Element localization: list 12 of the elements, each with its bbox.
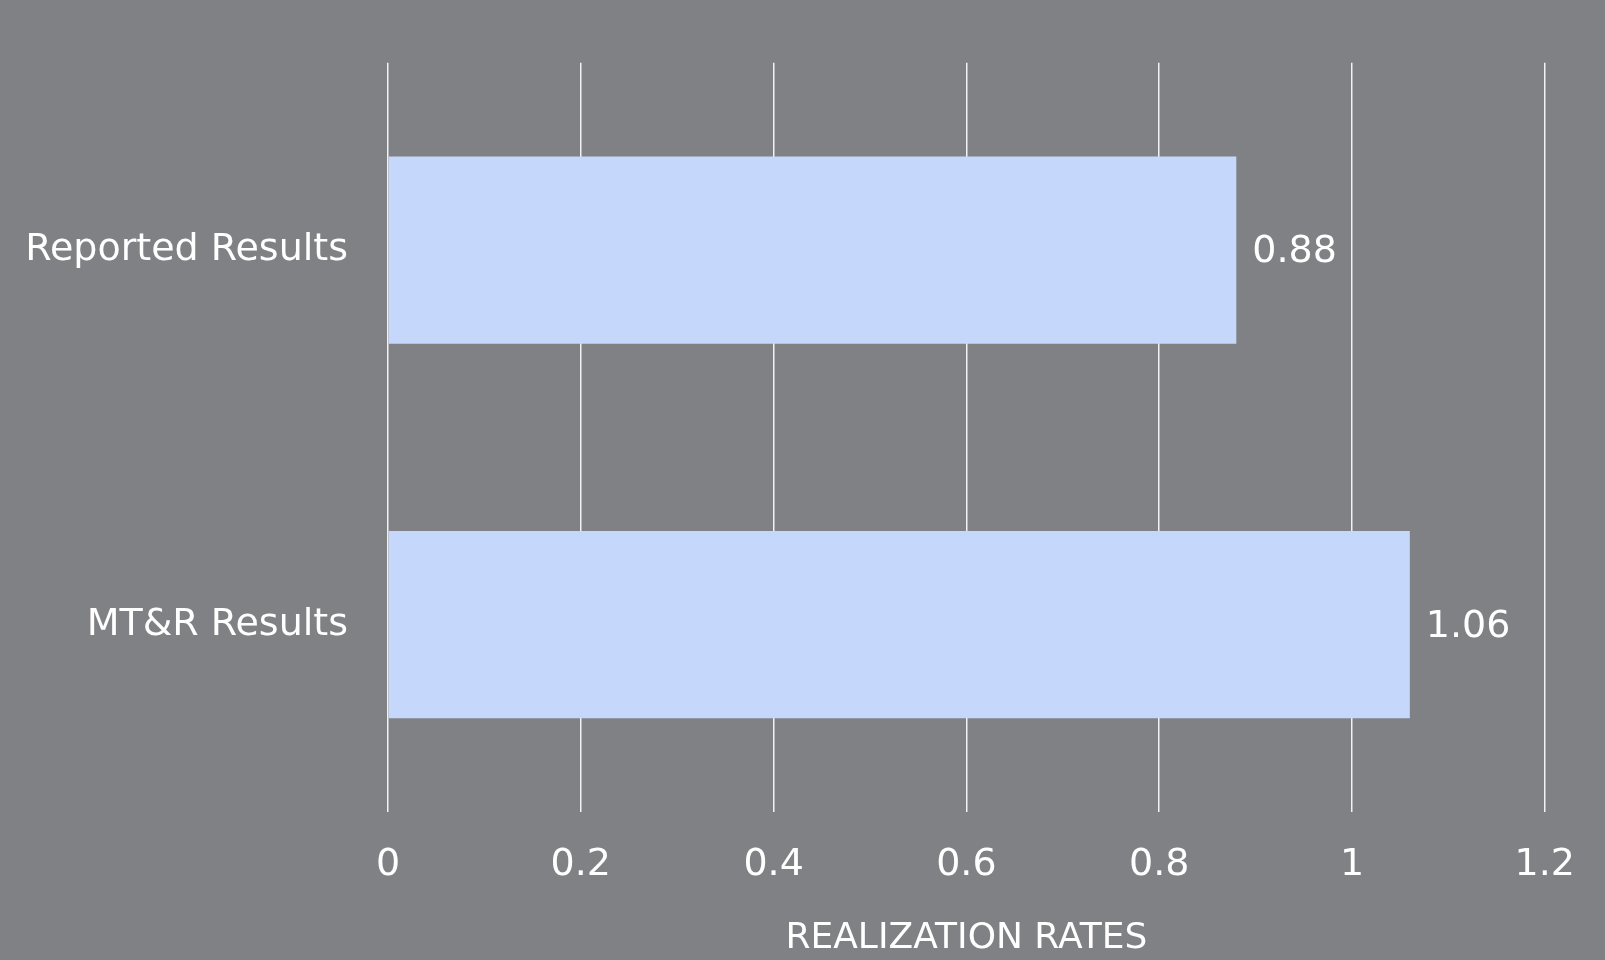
- data-label: 1.06: [1425, 601, 1511, 646]
- x-tick-label: 0.2: [550, 839, 612, 884]
- x-tick-label: 0: [375, 839, 401, 884]
- x-tick-label: 1.2: [1514, 839, 1575, 884]
- y-tick-label: MT&R Results: [86, 599, 348, 644]
- x-tick-label: 1: [1339, 839, 1365, 884]
- y-tick-label: Reported Results: [25, 224, 348, 269]
- x-axis-title: REALIZATION RATES: [785, 914, 1148, 956]
- x-tick-label: 0.4: [743, 839, 804, 884]
- x-tick-label: 0.6: [936, 839, 997, 884]
- x-tick-label: 0.8: [1128, 839, 1190, 884]
- data-label: 0.88: [1252, 226, 1337, 271]
